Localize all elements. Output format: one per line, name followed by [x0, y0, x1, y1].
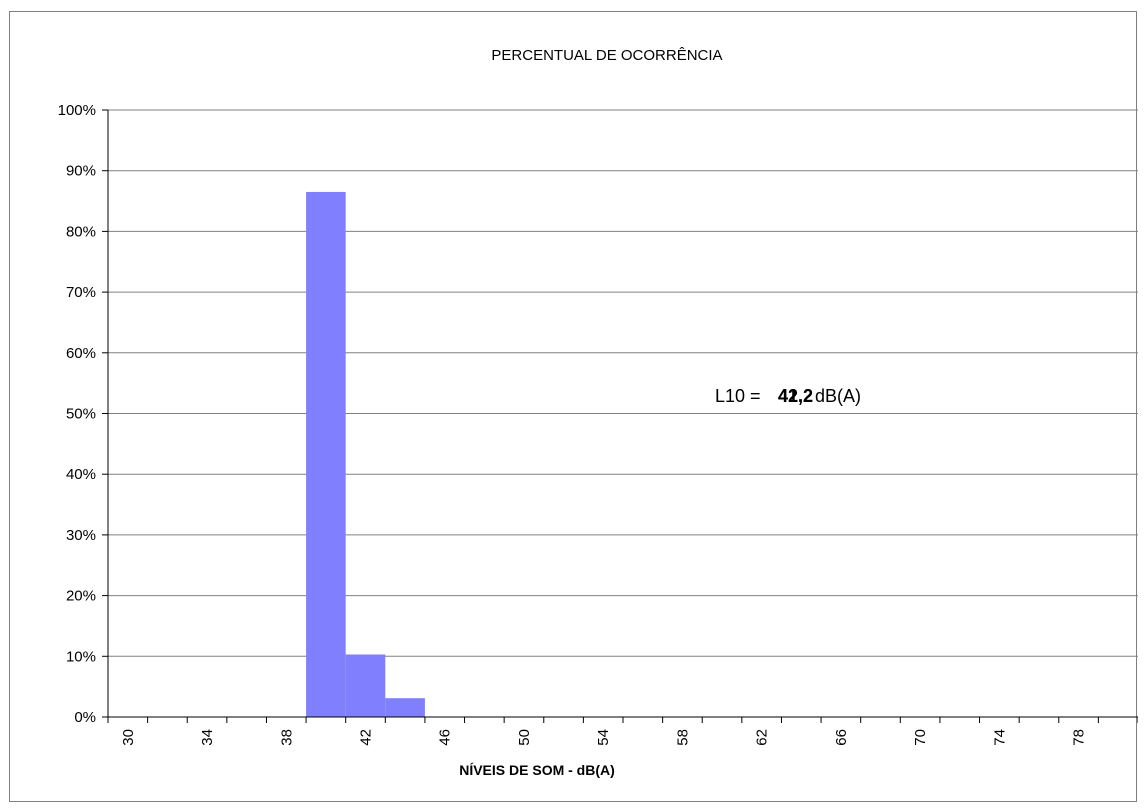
- l10-annotation: L10 = 42,2 41,2 dB(A): [715, 386, 861, 406]
- l10-prefix: L10 =: [715, 386, 761, 406]
- x-tick-label: 58: [674, 729, 691, 746]
- y-ticks: 0% 10% 20% 30% 40% 50% 60% 70% 80% 90% 100%: [58, 102, 108, 726]
- y-tick-label: 80%: [66, 223, 96, 240]
- x-tick-label: 50: [516, 729, 533, 746]
- bar: [306, 191, 346, 717]
- x-tick-label: 62: [754, 729, 771, 746]
- x-ticks: 30 34 38 42 46 50 54 58 62 66 70 74 78: [107, 717, 1138, 746]
- y-tick-label: 30%: [66, 527, 96, 544]
- histogram-chart: PERCENTUAL DE OCORRÊNCIA 0% 10% 20% 30% 40% 5…: [58, 47, 1138, 778]
- y-tick-label: 50%: [66, 406, 96, 423]
- l10-label: L10 =: [715, 386, 761, 406]
- bar: [345, 654, 386, 717]
- x-tick-label: 66: [833, 729, 850, 746]
- x-tick-label: 34: [199, 729, 216, 746]
- x-tick-label: 78: [1071, 729, 1088, 746]
- x-tick-label: 46: [437, 729, 454, 746]
- y-tick-label: 0%: [74, 709, 96, 726]
- x-tick-label: 38: [278, 729, 295, 746]
- l10-value-b: 41,2: [778, 386, 813, 406]
- y-tick-label: 60%: [66, 345, 96, 362]
- y-tick-label: 90%: [66, 163, 96, 180]
- y-tick-label: 100%: [58, 102, 96, 119]
- y-tick-label: 20%: [66, 588, 96, 605]
- l10-unit: dB(A): [815, 386, 861, 406]
- x-tick-label: 54: [595, 729, 612, 746]
- x-axis-label: NÍVEIS DE SOM - dB(A): [459, 762, 615, 778]
- y-tick-label: 40%: [66, 466, 96, 483]
- y-tick-label: 10%: [66, 648, 96, 665]
- chart-frame: PERCENTUAL DE OCORRÊNCIA 0% 10% 20% 30% 40% 5…: [9, 11, 1138, 802]
- x-tick-label: 30: [120, 729, 137, 746]
- bars: [306, 191, 425, 717]
- l10-value-a: 42,2: [778, 386, 813, 406]
- x-tick-label: 74: [991, 729, 1008, 746]
- bar: [385, 698, 425, 717]
- x-tick-label: 70: [912, 729, 929, 746]
- chart-title: PERCENTUAL DE OCORRÊNCIA: [491, 47, 722, 64]
- y-tick-label: 70%: [66, 284, 96, 301]
- x-tick-label: 42: [358, 729, 375, 746]
- grid: [108, 109, 1138, 657]
